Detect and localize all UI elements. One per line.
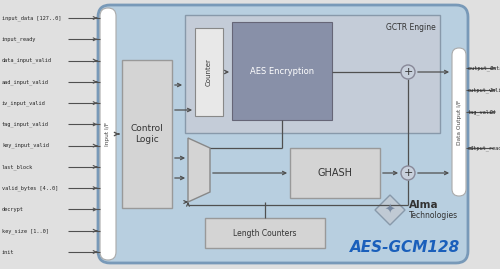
- Text: tag_valid: tag_valid: [468, 109, 496, 115]
- Bar: [205, 218, 325, 248]
- FancyBboxPatch shape: [452, 48, 466, 196]
- Text: data_input_valid: data_input_valid: [2, 58, 52, 63]
- Text: AES-GCM128: AES-GCM128: [350, 240, 460, 255]
- Text: output_valid: output_valid: [468, 87, 500, 93]
- Bar: [232, 22, 332, 120]
- Text: valid_bytes [4..0]: valid_bytes [4..0]: [2, 185, 58, 191]
- Text: Input I/F: Input I/F: [106, 122, 110, 146]
- Text: ✦: ✦: [385, 204, 395, 217]
- Text: Data Output I/F: Data Output I/F: [456, 99, 462, 145]
- Text: AES Encryption: AES Encryption: [250, 66, 314, 76]
- Text: Alma: Alma: [409, 200, 438, 210]
- Text: Control
Logic: Control Logic: [130, 124, 164, 144]
- FancyBboxPatch shape: [98, 5, 468, 263]
- Text: input_data [127..0]: input_data [127..0]: [2, 15, 62, 21]
- Circle shape: [401, 166, 415, 180]
- Bar: [185, 15, 440, 133]
- Text: last_block: last_block: [2, 164, 33, 170]
- Text: GHASH: GHASH: [318, 168, 352, 178]
- Text: output_data [127..0]: output_data [127..0]: [468, 65, 500, 71]
- Text: Length Counters: Length Counters: [233, 228, 297, 238]
- Text: +: +: [404, 168, 412, 178]
- Text: key_input_valid: key_input_valid: [2, 143, 49, 148]
- Text: decrypt: decrypt: [2, 207, 24, 212]
- Text: aad_input_valid: aad_input_valid: [2, 79, 49, 85]
- Text: tag_input_valid: tag_input_valid: [2, 122, 49, 127]
- Bar: [195, 28, 223, 116]
- Polygon shape: [188, 138, 210, 202]
- Text: Counter: Counter: [206, 58, 212, 86]
- Bar: [290, 148, 380, 198]
- Circle shape: [401, 65, 415, 79]
- FancyBboxPatch shape: [100, 8, 116, 260]
- Text: key_size [1..0]: key_size [1..0]: [2, 228, 49, 233]
- Text: GCTR Engine: GCTR Engine: [386, 23, 436, 32]
- Text: input_ready: input_ready: [2, 37, 36, 42]
- Text: +: +: [404, 67, 412, 77]
- Text: output_ready: output_ready: [468, 145, 500, 151]
- Polygon shape: [375, 195, 405, 225]
- Text: iv_input_valid: iv_input_valid: [2, 100, 46, 106]
- Bar: [122, 60, 172, 208]
- Text: Technologies: Technologies: [409, 211, 458, 220]
- Text: init: init: [2, 250, 14, 254]
